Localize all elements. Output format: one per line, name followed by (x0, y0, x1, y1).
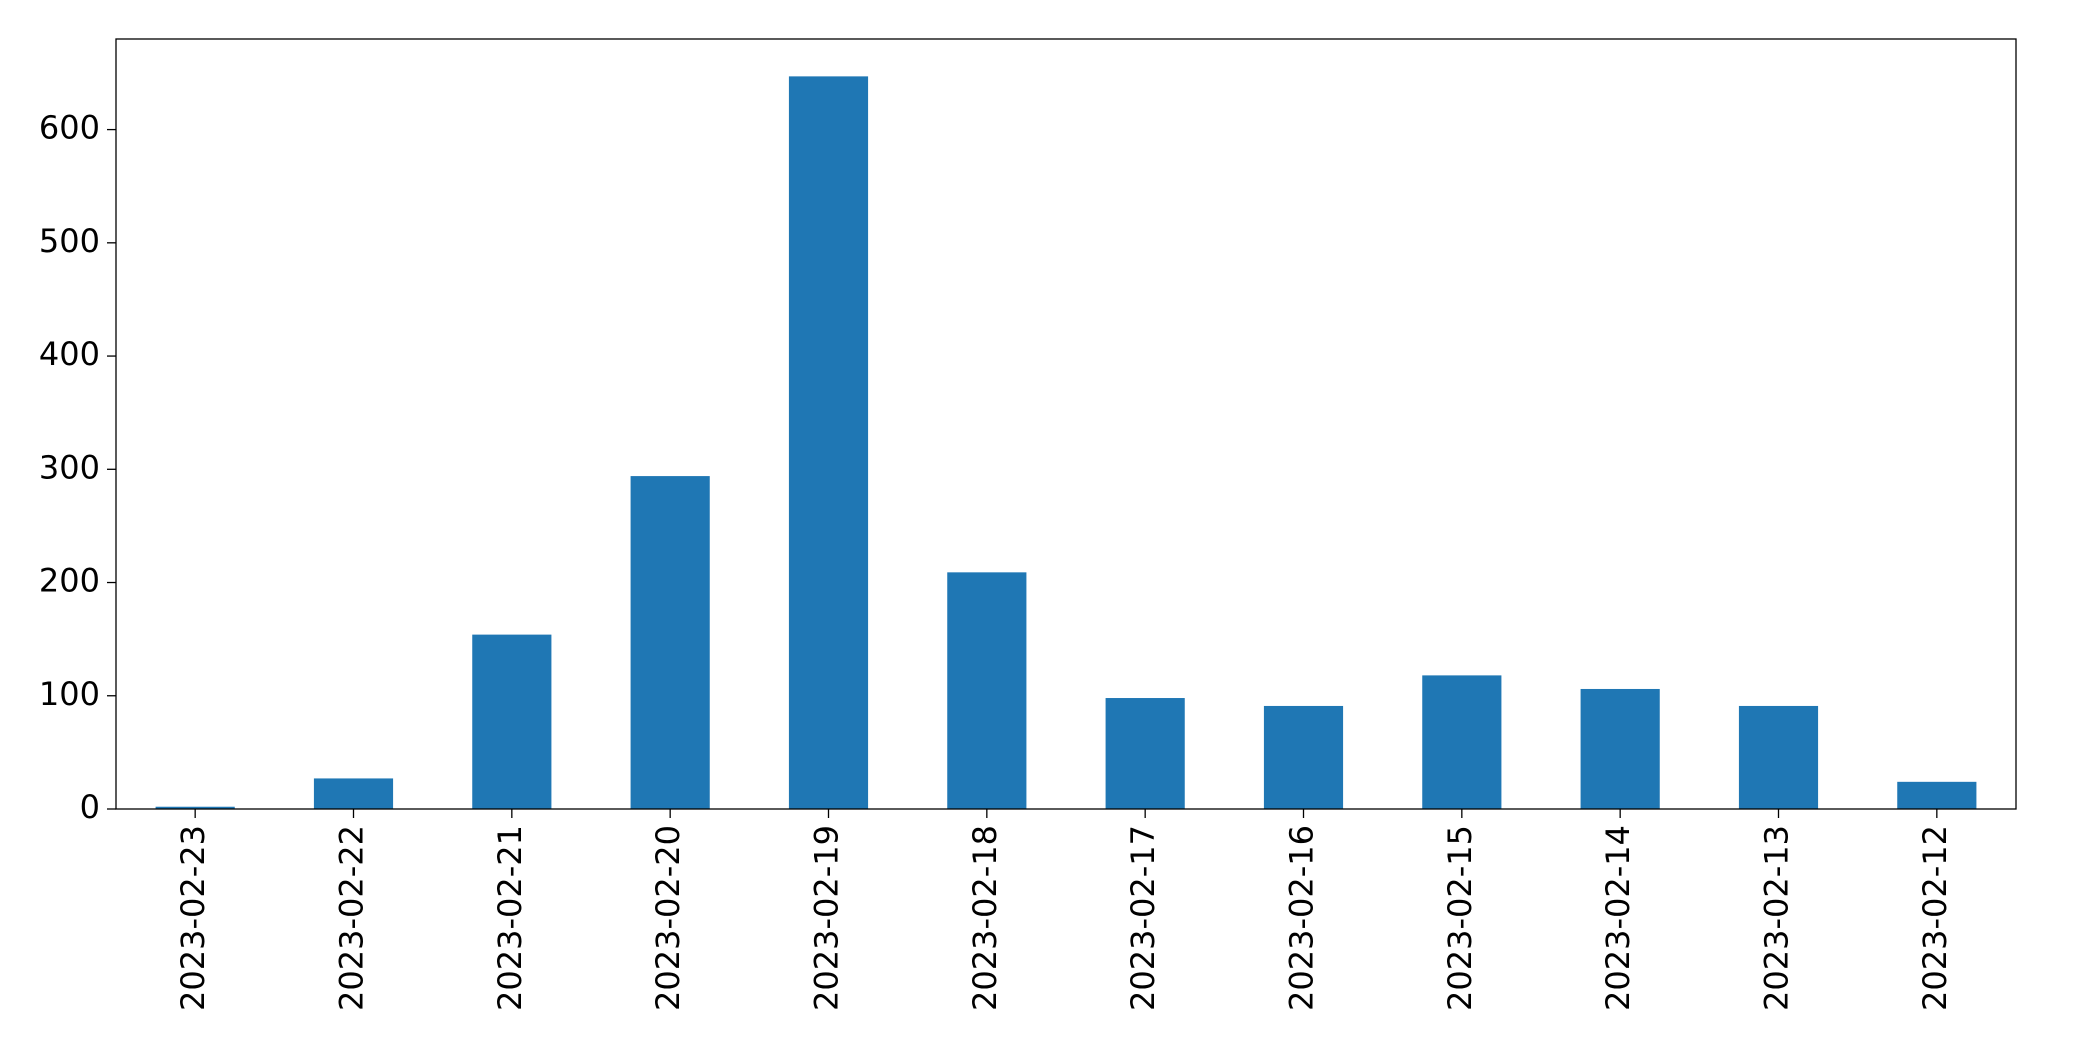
x-tick-label: 2023-02-12 (1916, 825, 1954, 1011)
x-tick-label: 2023-02-21 (491, 825, 529, 1011)
x-tick-label: 2023-02-22 (333, 825, 371, 1011)
bar (1422, 675, 1502, 809)
y-tick-label: 600 (39, 109, 100, 147)
bar (1263, 705, 1344, 809)
y-tick-label: 200 (39, 562, 100, 600)
bar (155, 806, 235, 809)
bar (1738, 705, 1819, 809)
bar (788, 76, 869, 809)
x-tick-label: 2023-02-17 (1124, 825, 1162, 1011)
y-tick-label: 500 (39, 222, 100, 260)
y-tick-label: 0 (80, 788, 100, 826)
bar (1897, 781, 1977, 809)
y-tick-label: 100 (39, 675, 100, 713)
bar (313, 778, 394, 809)
x-tick-label: 2023-02-15 (1441, 825, 1479, 1011)
plot-frame (115, 38, 2017, 810)
x-tick-label: 2023-02-23 (174, 825, 212, 1011)
bar (1580, 688, 1660, 809)
x-tick-label: 2023-02-18 (966, 825, 1004, 1011)
x-tick-label: 2023-02-16 (1283, 825, 1321, 1011)
x-tick-label: 2023-02-13 (1758, 825, 1796, 1011)
x-tick-label: 2023-02-14 (1599, 825, 1637, 1011)
bar (472, 634, 552, 809)
bar (947, 572, 1027, 809)
bar (1105, 698, 1185, 809)
x-tick-label: 2023-02-19 (808, 825, 846, 1011)
y-tick-label: 300 (39, 448, 100, 486)
x-tick-label: 2023-02-20 (649, 825, 687, 1011)
y-tick-label: 400 (39, 335, 100, 373)
bar (630, 476, 710, 809)
